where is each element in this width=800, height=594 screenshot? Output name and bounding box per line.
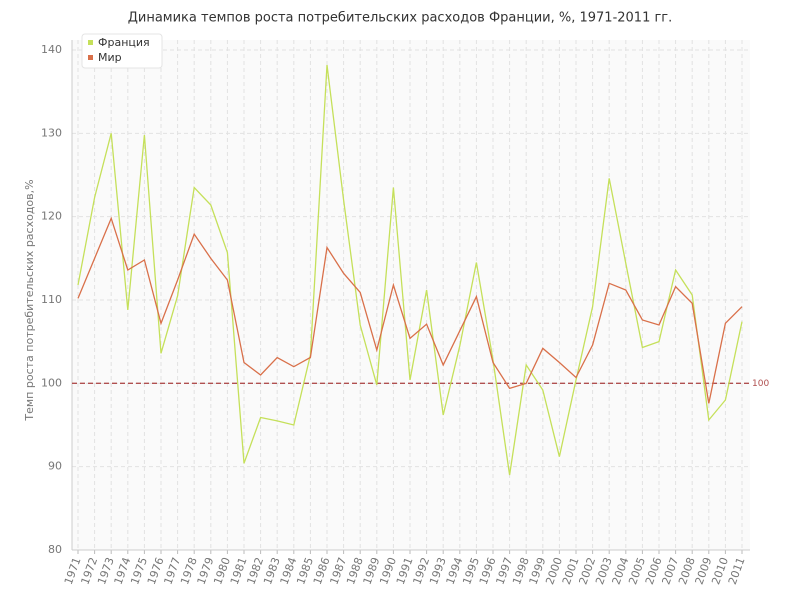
legend-label: Франция <box>98 36 150 49</box>
y-tick-label: 130 <box>41 126 62 139</box>
legend-swatch <box>88 40 93 45</box>
legend-label: Мир <box>98 51 122 64</box>
y-axis-label: Темп роста потребительских расходов,% <box>23 179 36 421</box>
y-tick-label: 120 <box>41 210 62 223</box>
y-tick-label: 140 <box>41 43 62 56</box>
y-tick-label: 100 <box>41 376 62 389</box>
legend-box <box>81 33 163 69</box>
y-tick-label: 110 <box>41 293 62 306</box>
y-tick-label: 90 <box>48 460 62 473</box>
legend-swatch <box>88 55 93 60</box>
plot-area <box>72 40 750 550</box>
y-tick-label: 80 <box>48 543 62 556</box>
series-line <box>77 64 743 476</box>
reference-label: 100 <box>752 379 769 389</box>
series-line <box>77 216 743 404</box>
chart-title: Динамика темпов роста потребительских ра… <box>128 11 673 26</box>
